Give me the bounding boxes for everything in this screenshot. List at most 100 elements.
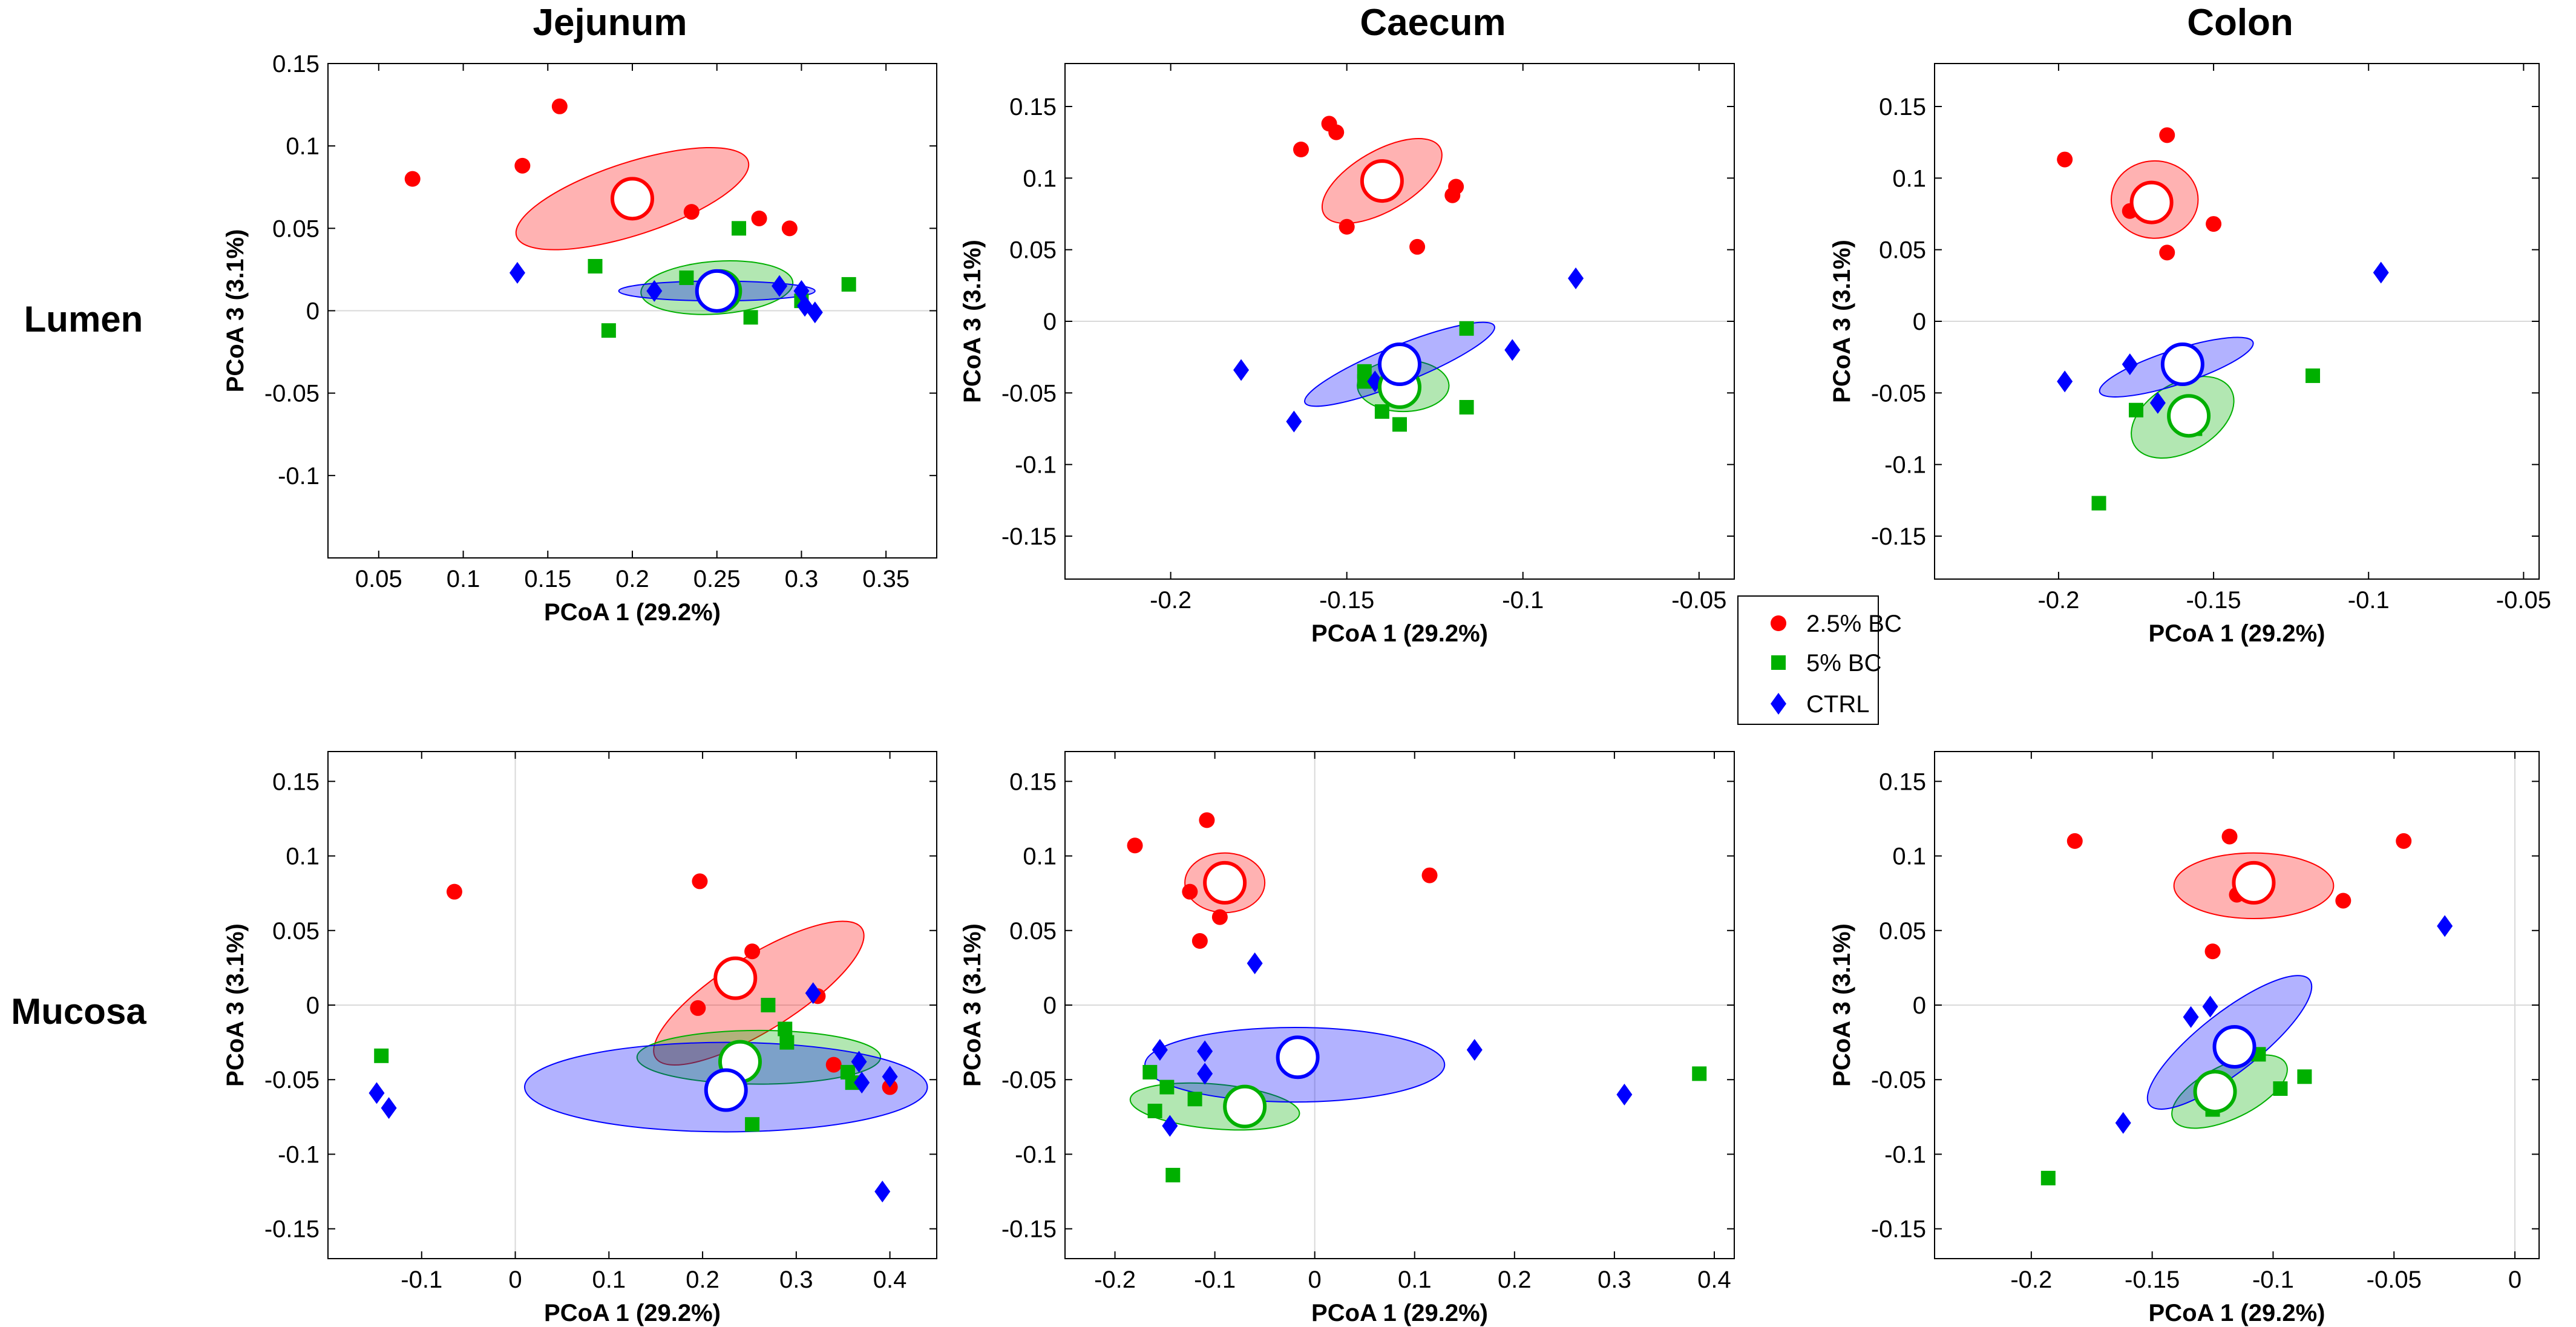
point-ctrl <box>874 1181 891 1203</box>
y-axis-label: PCoA 3 (3.1%) <box>1829 923 1855 1087</box>
y-tick-label: -0.15 <box>1001 523 1057 550</box>
point-2-5-bc <box>2159 244 2175 261</box>
y-tick-label: 0.1 <box>1023 844 1057 870</box>
y-tick-label: -0.05 <box>1001 1067 1057 1093</box>
legend-marker-diamond <box>1771 693 1786 715</box>
point-2-5-bc <box>1328 124 1345 140</box>
y-tick-label: -0.05 <box>1871 380 1926 407</box>
x-axis-label: PCoA 1 (29.2%) <box>544 599 721 626</box>
plot-area <box>1127 812 1707 1182</box>
centroid-2-5-bc <box>611 177 654 221</box>
point-2-5-bc <box>692 873 708 890</box>
point-ctrl <box>2122 353 2138 375</box>
point-2-5-bc <box>751 210 767 226</box>
centroid-ctrl <box>2212 1025 2256 1069</box>
x-tick-label: 0.4 <box>873 1266 907 1293</box>
x-tick-label: 0.1 <box>592 1266 626 1293</box>
x-tick-label: -0.1 <box>2348 587 2390 614</box>
y-axis-label: PCoA 3 (3.1%) <box>222 229 249 393</box>
point-5-bc <box>1392 417 1407 432</box>
x-tick-label: -0.15 <box>2186 587 2241 614</box>
y-tick-label: -0.05 <box>264 381 320 407</box>
point-5-bc <box>779 1035 795 1050</box>
x-tick-label: 0.4 <box>1697 1266 1731 1293</box>
point-5-bc <box>588 258 603 274</box>
y-tick-label: -0.05 <box>1001 380 1057 407</box>
x-tick-label: -0.1 <box>1194 1266 1236 1293</box>
x-tick-label: -0.1 <box>1502 587 1544 614</box>
centroid-5-bc <box>1223 1084 1267 1129</box>
point-ctrl <box>1152 1038 1168 1061</box>
point-5-bc <box>745 1117 760 1132</box>
point-2-5-bc <box>2335 893 2352 909</box>
y-tick-label: 0 <box>1913 309 1926 335</box>
point-2-5-bc <box>744 943 761 960</box>
x-tick-label: -0.2 <box>2037 587 2079 614</box>
point-2-5-bc <box>2204 943 2221 960</box>
plot-area <box>1233 116 1584 433</box>
point-5-bc <box>1159 1080 1175 1095</box>
point-ctrl <box>2115 1112 2131 1134</box>
y-tick-label: -0.15 <box>1871 1216 1926 1243</box>
panel-lumen-jejunum: 0.05 0.1 0.15 0.2 0.25 0.3 0.35 0.15 0.1 0.05 0 -0.… <box>222 51 937 626</box>
y-tick-label: -0.15 <box>264 1216 320 1243</box>
legend: 2.5% BC 5% BC CTRL <box>1737 595 1902 725</box>
x-tick-label: 0.3 <box>785 566 819 592</box>
x-tick-label: 0.35 <box>862 566 909 592</box>
point-ctrl <box>1568 267 1584 289</box>
y-tick-label: -0.05 <box>264 1067 320 1093</box>
point-2-5-bc <box>1448 179 1464 195</box>
column-title-colon: Colon <box>2187 2 2293 44</box>
y-tick-label: -0.1 <box>278 1141 320 1168</box>
y-tick-label: -0.15 <box>1871 523 1926 550</box>
point-ctrl <box>369 1082 385 1104</box>
row-label-lumen: Lumen <box>24 299 143 339</box>
y-tick-label: 0 <box>306 992 320 1019</box>
x-tick-label: 0.25 <box>693 566 741 592</box>
y-tick-label: 0 <box>1043 309 1057 335</box>
centroid-5-bc <box>2193 1069 2237 1113</box>
point-ctrl <box>2149 392 2166 414</box>
point-2-5-bc <box>2066 833 2083 849</box>
point-5-bc <box>2040 1170 2056 1185</box>
x-axis-label: PCoA 1 (29.2%) <box>544 1300 721 1326</box>
point-ctrl <box>381 1097 397 1119</box>
point-2-5-bc <box>825 1057 842 1073</box>
row-label-mucosa: Mucosa <box>11 991 146 1032</box>
point-ctrl <box>851 1050 867 1073</box>
point-5-bc <box>1459 400 1474 414</box>
x-tick-label: -0.05 <box>1671 587 1726 614</box>
point-2-5-bc <box>446 883 462 900</box>
point-ctrl <box>805 982 821 1004</box>
point-ctrl <box>1197 1063 1213 1085</box>
point-ctrl <box>797 295 813 317</box>
point-2-5-bc <box>551 98 568 114</box>
point-5-bc <box>743 310 758 325</box>
y-tick-label: 0 <box>1043 992 1057 1019</box>
x-tick-label: -0.1 <box>401 1266 442 1293</box>
centroid-ctrl <box>1378 342 1421 386</box>
centroid-2-5-bc <box>1203 860 1247 905</box>
y-axis-label: PCoA 3 (3.1%) <box>959 240 986 403</box>
x-tick-label: 0.2 <box>615 566 649 592</box>
point-ctrl <box>1286 410 1302 433</box>
plot-area <box>404 98 856 338</box>
y-tick-label: 0.05 <box>1009 237 1057 264</box>
x-axis-label: PCoA 1 (29.2%) <box>2149 620 2325 647</box>
y-tick-label: -0.1 <box>1015 1141 1057 1168</box>
x-tick-label: -0.05 <box>2496 587 2551 614</box>
legend-box <box>1737 595 1879 725</box>
legend-marker-circle <box>1771 615 1786 631</box>
x-axis-label: PCoA 1 (29.2%) <box>1311 1300 1488 1326</box>
point-ctrl <box>509 261 525 284</box>
x-tick-label: 0 <box>508 1266 522 1293</box>
point-5-bc <box>1187 1092 1202 1107</box>
x-tick-label: -0.1 <box>2252 1266 2294 1293</box>
y-tick-label: -0.05 <box>1871 1067 1926 1093</box>
point-ctrl <box>772 275 788 297</box>
point-5-bc <box>1692 1066 1707 1081</box>
panels-group: 0.05 0.1 0.15 0.2 0.25 0.3 0.350.150.10.050-0.… <box>222 51 2551 1326</box>
point-ctrl <box>2183 1006 2199 1028</box>
point-5-bc <box>1459 321 1474 336</box>
y-tick-label: 0.1 <box>1023 165 1057 192</box>
